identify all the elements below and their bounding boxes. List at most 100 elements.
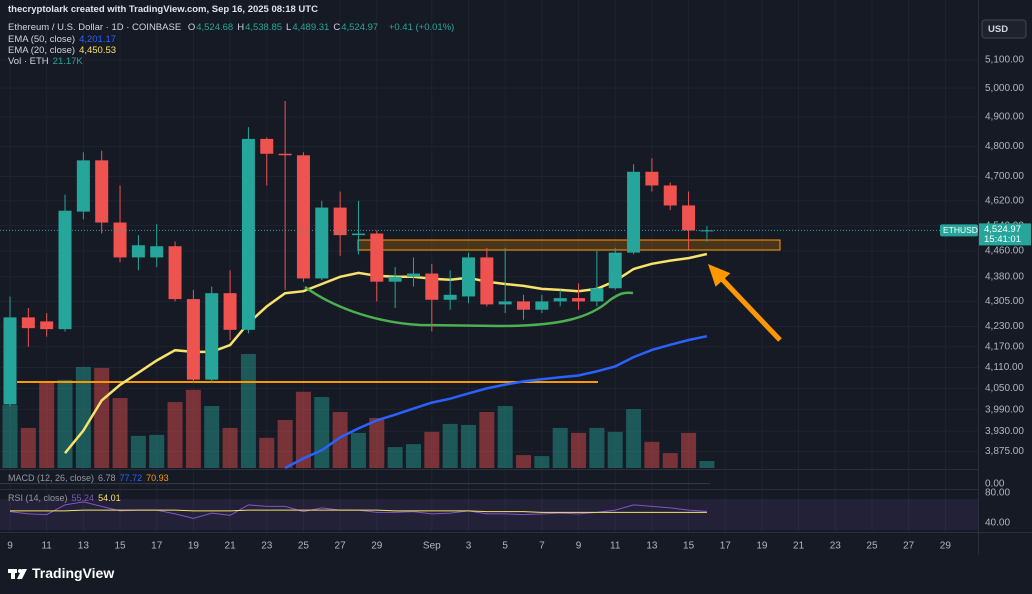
candle-body	[663, 185, 677, 206]
x-tick-label: 23	[830, 541, 842, 552]
currency-box[interactable]	[981, 19, 1027, 39]
volume-bar	[149, 434, 165, 468]
currency: USD	[988, 24, 1008, 35]
x-tick-label: 25	[298, 541, 310, 552]
candle-body	[480, 257, 494, 305]
volume-bar	[130, 435, 146, 468]
logo: TradingView	[8, 565, 114, 581]
candle-body	[553, 298, 567, 302]
volume-bar	[662, 453, 678, 468]
volume-bar	[75, 366, 91, 468]
ohlc: O4,524.68 H4,538.85 L4,489.31 C4,524.97	[188, 22, 382, 33]
y-tick-label: 4,170.00	[985, 341, 1024, 352]
x-tick-label: 27	[903, 541, 915, 552]
legend-row: EMA (50, close) 4,201.17	[8, 34, 120, 45]
macd-value: 6.78	[98, 473, 116, 483]
macd-value: 77.72	[119, 473, 143, 483]
drawn-arrow-head	[708, 264, 731, 287]
volume-bar	[516, 455, 532, 468]
x-tick-label: 17	[720, 541, 732, 552]
x-tick-label: 19	[756, 541, 768, 552]
macd-tick-label: 0.00	[985, 478, 1005, 489]
ohlc-key: O	[187, 22, 196, 33]
volume-bar	[405, 444, 421, 468]
brand: TradingView	[32, 565, 114, 581]
y-tick-label: 4,110.00	[985, 362, 1024, 373]
volume-bar	[204, 406, 220, 468]
x-tick-label: 17	[151, 541, 163, 552]
volume-bar	[589, 427, 605, 468]
candle-body	[700, 230, 714, 232]
x-tick-label: Sep	[423, 541, 441, 552]
x-tick-label: 15	[683, 541, 695, 552]
volume-bar	[39, 382, 55, 468]
volume-bar	[571, 432, 587, 468]
symbol-row: Ethereum / U.S. Dollar · 1D · COINBASE O…	[8, 22, 458, 33]
y-tick-label: 4,700.00	[985, 171, 1024, 182]
y-tick-label: 5,100.00	[985, 55, 1024, 66]
rsi-ma-line	[10, 509, 707, 513]
rsi-tick-label: 80.00	[985, 488, 1010, 499]
y-tick-label: 4,620.00	[985, 195, 1024, 206]
candle-body	[168, 246, 182, 300]
ohlc-key: L	[286, 22, 292, 33]
x-tick-label: 19	[188, 541, 200, 552]
candle-body	[645, 171, 659, 186]
volume-bar	[681, 432, 697, 468]
symbol-tag	[940, 224, 978, 237]
volume-bar	[424, 431, 440, 468]
candle-body	[608, 252, 622, 289]
volume-bar	[479, 411, 495, 468]
price-tag-label: 4,524.97	[984, 224, 1021, 235]
legend-value: 21.17K	[52, 56, 83, 67]
legend-value: 4,450.53	[79, 45, 117, 56]
candle-body	[462, 257, 475, 297]
legend-value: 4,201.17	[79, 34, 117, 45]
ohlc-key: C	[333, 22, 341, 33]
candle-body	[150, 246, 164, 258]
volume-bar	[461, 424, 476, 468]
candle-body	[241, 138, 255, 330]
y-tick-label: 5,000.00	[985, 83, 1024, 94]
volume-bar	[240, 354, 256, 468]
logo-mark	[17, 569, 27, 579]
x-tick-label: 13	[646, 541, 658, 552]
ohlc-value: 4,538.85	[245, 22, 283, 33]
candle-body	[443, 294, 457, 300]
candle-body	[682, 205, 696, 231]
candle-body	[76, 160, 90, 212]
volume-bar	[369, 417, 385, 468]
candle-body	[131, 245, 145, 258]
volume-bar	[167, 402, 183, 468]
macd-legend: MACD (12, 26, close) 6.78 77.72 70.93	[8, 473, 173, 484]
volume-bar	[332, 411, 348, 468]
legend-name: EMA (50, close)	[8, 34, 76, 45]
x-tick-label: 7	[539, 541, 545, 552]
legend-row: EMA (20, close) 4,450.53	[8, 45, 120, 56]
candle-body	[590, 288, 604, 302]
candle-body	[40, 321, 54, 330]
x-tick-label: 9	[7, 541, 13, 552]
y-tick-label: 4,230.00	[985, 321, 1024, 332]
x-tick-label: 3	[466, 541, 472, 552]
candle-body	[260, 138, 274, 154]
ohlc-key: H	[237, 22, 245, 33]
volume-bar	[20, 427, 36, 468]
y-tick-label: 4,305.00	[985, 296, 1024, 307]
symbol-tag-label: ETHUSD	[943, 225, 978, 235]
volume-bar	[626, 409, 642, 468]
axes: 5,100.00 5,000.00 4,900.00 4,800.00 4,700.00…	[7, 55, 1031, 552]
candle-body	[351, 233, 365, 236]
candle-body	[296, 155, 310, 279]
volume-bar	[185, 389, 201, 468]
volume-bar	[607, 431, 623, 468]
drawn-arrow-shaft	[720, 277, 782, 342]
price-tag-countdown: 15:41:01	[984, 234, 1021, 245]
volume-bar	[387, 447, 403, 468]
candle-body	[535, 301, 549, 310]
x-tick-label: 15	[114, 541, 126, 552]
macd-name: MACD (12, 26, close)	[8, 473, 95, 483]
volume-bar	[350, 432, 366, 468]
macd-value: 70.93	[146, 473, 169, 483]
